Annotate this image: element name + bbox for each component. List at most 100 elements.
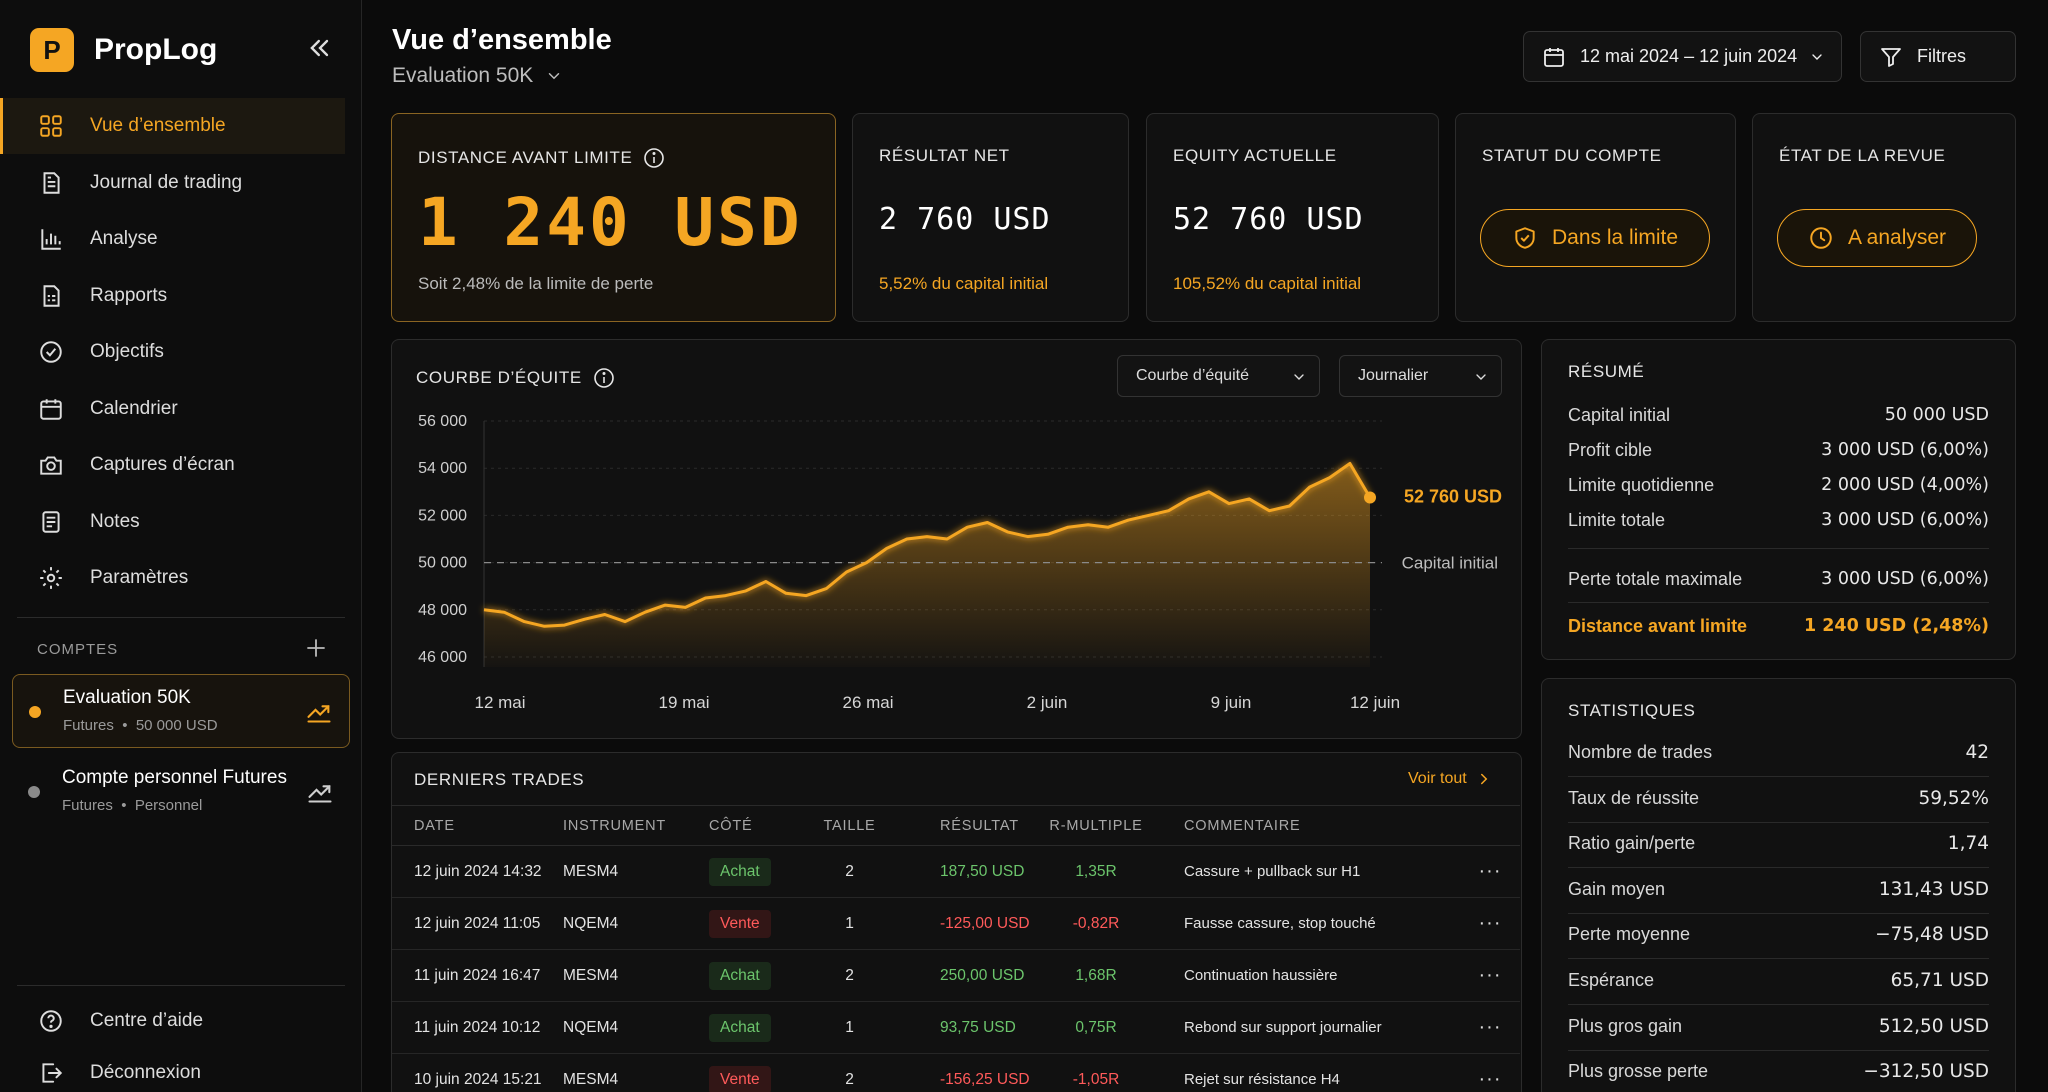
- cell-comment: Rebond sur support journalier: [1160, 1001, 1460, 1054]
- trades-card: DERNIERS TRADES Voir tout DATE INSTRUMEN…: [391, 752, 1522, 1092]
- stats-row: Ratio gain/perte 1,74: [1568, 833, 1989, 855]
- cell-side: Vente: [709, 1053, 807, 1092]
- cell-comment: Fausse cassure, stop touché: [1160, 897, 1460, 950]
- cell-date: 11 juin 2024 10:12: [392, 1001, 563, 1054]
- info-icon[interactable]: [642, 146, 666, 170]
- account-meta: Futures • 50 000 USD: [63, 717, 218, 734]
- see-all-link[interactable]: Voir tout: [1408, 770, 1493, 788]
- review-badge[interactable]: A analyser: [1777, 209, 1977, 267]
- filter-icon: [1881, 47, 1901, 67]
- x-tick-label: 26 mai: [842, 693, 893, 712]
- chart-type-select[interactable]: Courbe d’équité: [1117, 355, 1320, 397]
- nav-label: Analyse: [90, 228, 158, 249]
- trades-table: DATE INSTRUMENT CÔTÉ TAILLE RÉSULTAT R-M…: [392, 805, 1520, 1092]
- nav-item-calendar[interactable]: Calendrier: [0, 381, 362, 437]
- stats-row: Gain moyen 131,43 USD: [1568, 878, 1989, 900]
- kpi-sub: 105,52% du capital initial: [1173, 274, 1362, 293]
- baseline-label: Capital initial: [1402, 554, 1498, 573]
- brand[interactable]: P PropLog: [30, 28, 217, 72]
- stats-divider: [1568, 1004, 1989, 1005]
- nav-item-analysis[interactable]: Analyse: [0, 211, 362, 267]
- table-row[interactable]: 11 juin 2024 16:47 MESM4 Achat 2 250,00 USD 1…: [392, 949, 1520, 1002]
- table-row[interactable]: 11 juin 2024 10:12 NQEM4 Achat 1 93,75 USD 0,…: [392, 1001, 1520, 1054]
- y-tick-label: 52 000: [418, 507, 467, 524]
- add-account-icon[interactable]: [304, 636, 328, 660]
- kpi-status-card: STATUT DU COMPTE Dans la limite: [1455, 113, 1736, 322]
- table-row[interactable]: 12 juin 2024 11:05 NQEM4 Vente 1 -125,00 USD…: [392, 897, 1520, 950]
- nav-item-reports[interactable]: Rapports: [0, 268, 362, 324]
- more-actions-icon[interactable]: ···: [1478, 860, 1502, 882]
- nav-label: Notes: [90, 510, 140, 532]
- y-tick-label: 48 000: [418, 602, 467, 619]
- chevron-right-icon: [1480, 773, 1488, 785]
- stats-divider: [1568, 776, 1989, 777]
- trend-up-icon: [308, 785, 332, 803]
- nav-label: Objectifs: [90, 341, 164, 362]
- cell-instrument: MESM4: [563, 1053, 709, 1092]
- sidebar: P PropLog Vue d’ensemble Journal de trad…: [0, 0, 362, 1092]
- nav-item-journal[interactable]: Journal de trading: [0, 155, 362, 211]
- col-result[interactable]: RÉSULTAT: [892, 805, 1032, 846]
- table-row[interactable]: 10 juin 2024 15:21 MESM4 Vente 2 -156,25 USD…: [392, 1053, 1520, 1092]
- stats-divider: [1568, 867, 1989, 869]
- stats-title: STATISTIQUES: [1568, 701, 1696, 720]
- col-instrument[interactable]: INSTRUMENT: [563, 805, 709, 846]
- kpi-distance-card: DISTANCE AVANT LIMITE 1 240 USD Soit 2,4…: [391, 113, 836, 322]
- col-size[interactable]: TAILLE: [807, 805, 892, 846]
- logout-icon: [42, 1063, 63, 1083]
- chart-period-select[interactable]: Journalier: [1339, 355, 1502, 397]
- side-badge: Vente: [709, 909, 771, 938]
- nav-item-goals[interactable]: Objectifs: [0, 324, 362, 380]
- nav-label: Rapports: [90, 284, 168, 306]
- col-date[interactable]: DATE: [392, 805, 563, 846]
- collapse-sidebar-icon[interactable]: [306, 34, 334, 62]
- cell-result: -125,00 USD: [892, 897, 1032, 950]
- sidebar-divider: [17, 617, 345, 618]
- nav-label: Paramètres: [90, 567, 189, 588]
- info-icon[interactable]: [592, 366, 616, 390]
- nav-item-overview[interactable]: Vue d’ensemble: [0, 98, 345, 154]
- table-row[interactable]: 12 juin 2024 14:32 MESM4 Achat 2 187,50 USD 1…: [392, 845, 1520, 898]
- nav-item-notes[interactable]: Notes: [0, 494, 362, 550]
- logout-link[interactable]: Déconnexion: [38, 1060, 201, 1086]
- chevron-down-icon: [549, 73, 560, 80]
- target-check-icon: [40, 341, 62, 363]
- cell-size: 1: [807, 1001, 892, 1054]
- account-item-evaluation[interactable]: Evaluation 50K Futures • 50 000 USD: [12, 674, 350, 748]
- nav-item-settings[interactable]: Paramètres: [0, 550, 362, 606]
- col-comment[interactable]: COMMENTAIRE: [1160, 805, 1460, 846]
- help-label: Centre d’aide: [90, 1010, 204, 1031]
- cell-size: 2: [807, 949, 892, 1002]
- more-actions-icon[interactable]: ···: [1478, 912, 1502, 934]
- chevron-down-icon: [1294, 374, 1304, 380]
- cell-side: Achat: [709, 949, 807, 1002]
- stats-row: Plus grosse perte −312,50 USD: [1568, 1061, 1989, 1083]
- accounts-title: COMPTES: [37, 641, 119, 658]
- kpi-value: 2 760 USD: [879, 202, 1051, 237]
- date-range-picker[interactable]: 12 mai 2024 – 12 juin 2024: [1523, 31, 1842, 82]
- cell-date: 10 juin 2024 15:21: [392, 1053, 563, 1092]
- bar-chart-icon: [41, 229, 61, 250]
- more-actions-icon[interactable]: ···: [1478, 1016, 1502, 1038]
- help-center-link[interactable]: Centre d’aide: [38, 1008, 203, 1034]
- more-actions-icon[interactable]: ···: [1478, 1068, 1502, 1090]
- side-badge: Achat: [709, 857, 771, 886]
- chart-title: COURBE D’ÉQUITE: [416, 366, 616, 390]
- cell-result: 187,50 USD: [892, 845, 1032, 898]
- more-actions-icon[interactable]: ···: [1478, 964, 1502, 986]
- stats-divider: [1568, 1049, 1989, 1051]
- cell-size: 2: [807, 1053, 892, 1092]
- filters-button[interactable]: Filtres: [1860, 31, 2016, 82]
- calendar-icon: [40, 398, 62, 420]
- cell-date: 12 juin 2024 11:05: [392, 897, 563, 950]
- nav-item-screenshots[interactable]: Captures d’écran: [0, 437, 362, 493]
- chevron-down-icon: [1476, 374, 1486, 380]
- account-item-personal[interactable]: Compte personnel Futures Futures • Perso…: [12, 755, 350, 829]
- col-side[interactable]: CÔTÉ: [709, 805, 807, 846]
- account-status-dot: [28, 786, 40, 798]
- account-selector[interactable]: Evaluation 50K: [392, 64, 563, 88]
- col-r-multiple[interactable]: R-MULTIPLE: [1032, 805, 1160, 846]
- account-status-dot: [29, 706, 41, 718]
- kpi-value: 1 240 USD: [418, 184, 803, 261]
